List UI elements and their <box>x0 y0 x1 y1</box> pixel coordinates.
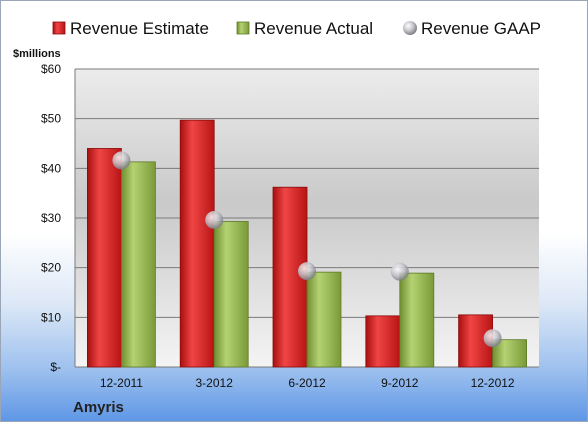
bar-revenue-actual <box>399 272 435 368</box>
marker-revenue-gaap <box>112 151 131 170</box>
marker-revenue-gaap <box>205 210 224 229</box>
legend: Revenue Estimate Revenue Actual Revenue GA… <box>52 19 541 38</box>
legend-swatch-revenue-actual <box>236 21 250 35</box>
bar-revenue-estimate <box>87 148 122 368</box>
y-tick-label: $20 <box>41 261 61 275</box>
marker-revenue-gaap <box>390 262 409 281</box>
y-axis-ticks: $- $10 $20 $30 $40 $50 $60 <box>41 62 61 374</box>
company-name: Amyris <box>73 399 124 416</box>
x-tick-label: 12-2012 <box>471 376 515 390</box>
x-tick-label: 9-2012 <box>381 376 419 390</box>
y-tick-label: $40 <box>41 161 61 175</box>
y-tick-label: $50 <box>41 112 61 126</box>
y-tick-label: $10 <box>41 310 61 324</box>
legend-label: Revenue Estimate <box>70 19 209 38</box>
legend-swatch-revenue-estimate <box>52 21 66 35</box>
legend-swatch-revenue-gaap <box>403 21 417 35</box>
x-tick-label: 12-2011 <box>100 376 143 390</box>
bars <box>87 119 528 368</box>
marker-revenue-gaap <box>483 329 502 348</box>
bar-revenue-estimate <box>365 315 401 368</box>
x-axis-ticks: 12-2011 3-2012 6-2012 9-2012 12-2012 <box>100 376 515 390</box>
x-tick-label: 6-2012 <box>288 376 326 390</box>
bar-revenue-estimate <box>179 119 215 368</box>
marker-revenue-gaap <box>298 262 316 281</box>
y-tick-label: $30 <box>41 211 61 225</box>
gaap-markers <box>112 151 502 348</box>
bar-revenue-actual <box>213 221 249 368</box>
bar-revenue-actual <box>306 271 342 368</box>
legend-label: Revenue GAAP <box>421 19 541 38</box>
y-axis-unit-label: $millions <box>13 48 61 60</box>
y-tick-label: $- <box>50 360 61 374</box>
legend-label: Revenue Actual <box>254 19 373 38</box>
y-tick-label: $60 <box>41 62 61 76</box>
bar-revenue-actual <box>121 161 156 368</box>
bar-revenue-actual <box>492 339 528 368</box>
x-tick-label: 3-2012 <box>196 376 234 390</box>
